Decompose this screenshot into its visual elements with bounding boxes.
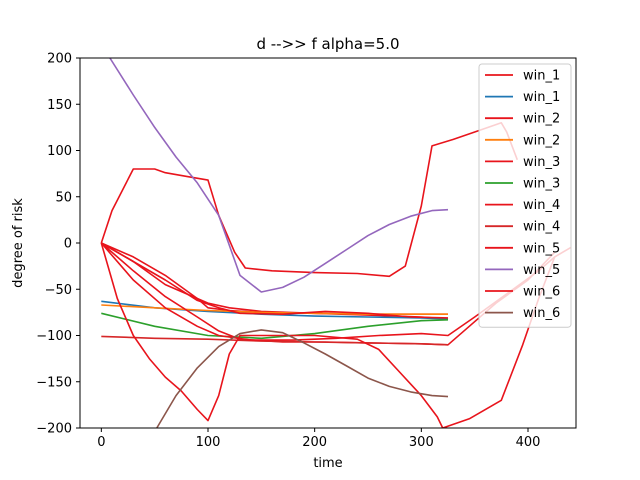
axis-ticks: 0 100 200 300 400 −200 −150 −100 −50 0 50 100 150 200 [36,52,540,451]
legend-entry: win_1 [523,90,560,105]
x-tick-label: 300 [409,435,434,450]
legend-entry: win_2 [523,133,560,148]
series-line-12 [156,329,449,428]
legend-box [478,63,572,328]
series-line-extra-1 [100,122,519,278]
x-axis-label: time [313,456,342,471]
series-line-10 [109,58,449,293]
legend: win_1 win_1 win_2 win_2 win_3 win_3 win_4 win_4… [478,63,572,328]
axes-frame [79,57,577,429]
series-line-8 [101,335,449,346]
y-tick-label: 50 [55,190,72,205]
x-tick-label: 400 [516,435,541,450]
y-tick-label: −200 [36,422,72,437]
y-tick-label: −150 [36,375,72,390]
legend-entry: win_4 [523,220,560,235]
series-line-1 [100,242,449,320]
x-tick-label: 0 [97,435,105,450]
legend-entry: win_5 [523,263,560,278]
y-tick-label: 0 [64,237,72,252]
y-tick-label: −50 [45,283,72,298]
x-tick-label: 100 [196,435,221,450]
legend-entry: win_1 [523,69,560,84]
legend-entry: win_5 [523,241,560,256]
series-line-11 [100,242,444,428]
chart-title: d -->> f alpha=5.0 [256,35,399,53]
legend-entry: win_4 [523,198,560,213]
legend-entry: win_6 [523,306,560,321]
legend-entry: win_6 [523,285,560,300]
legend-entry: win_3 [523,177,560,192]
legend-entry: win_2 [523,112,560,127]
series-line-5 [100,242,449,319]
y-tick-label: 200 [47,52,72,67]
y-tick-label: 100 [47,144,72,159]
series-line-4 [101,304,448,315]
y-axis-label: degree of risk [11,198,26,288]
x-tick-label: 200 [302,435,327,450]
y-tick-label: −100 [36,329,72,344]
legend-entry: win_3 [523,155,560,170]
y-tick-label: 150 [47,98,72,113]
